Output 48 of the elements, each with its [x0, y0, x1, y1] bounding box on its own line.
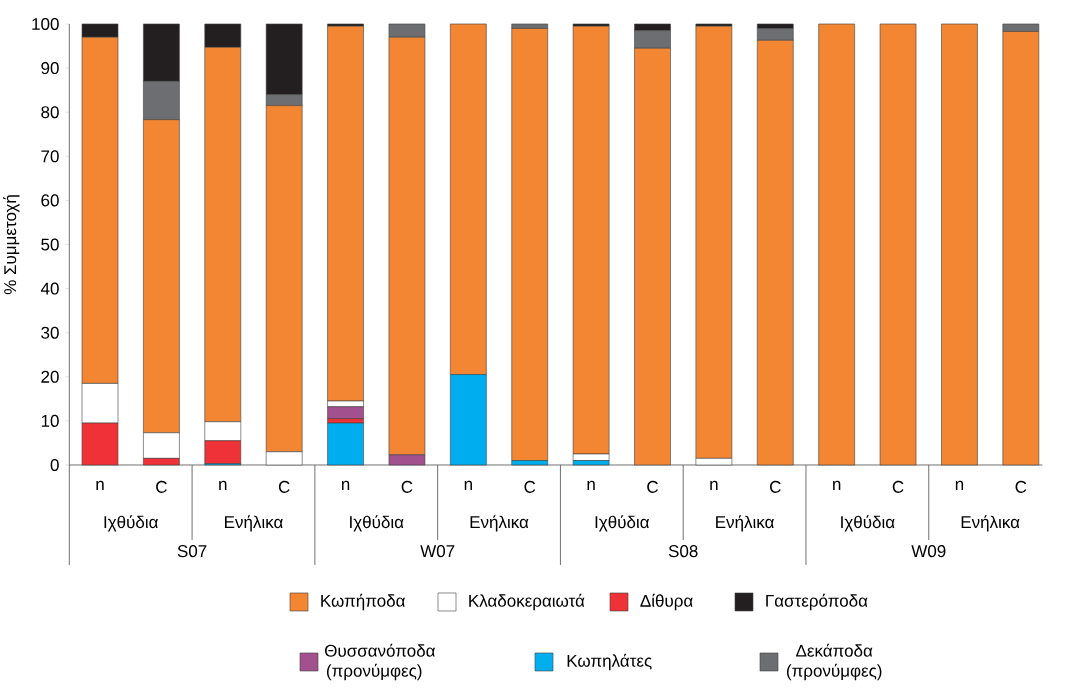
x-tick-label: n — [464, 480, 472, 490]
x-tick-label: n — [710, 480, 718, 490]
x-tick-label: n — [833, 480, 841, 490]
text: W07 — [420, 545, 455, 558]
y-tick-label: 30 — [41, 326, 59, 339]
text: Ενήλικα — [716, 515, 774, 532]
x-tick-label: C — [524, 480, 536, 493]
legend-label: Γαστερόποδα — [766, 593, 868, 611]
x-tick-label: n — [955, 480, 964, 490]
legend-label: Κωπήποδα — [321, 593, 405, 611]
text: S07 — [177, 545, 207, 558]
y-tick-label: 10 — [41, 414, 59, 427]
y-tick-label: 90 — [41, 62, 59, 75]
x-tick-label: C — [1015, 480, 1027, 493]
x-tick-label: C — [401, 480, 413, 493]
y-tick-label: 0 — [50, 458, 59, 472]
text: Ιχθύδια — [841, 515, 895, 532]
legend-label: Κλαδοκεραιωτά — [469, 593, 585, 611]
x-tick-label: n — [219, 480, 227, 490]
x-tick-label: n — [96, 480, 104, 490]
x-tick-label: n — [587, 480, 595, 490]
x-tick-label: C — [156, 480, 167, 493]
y-tick-label: 40 — [40, 282, 59, 295]
x-tick-label: C — [770, 480, 781, 493]
text: S08 — [668, 545, 698, 558]
text: Ενήλικα — [225, 515, 283, 532]
legend-label: Κωπηλάτες — [567, 653, 652, 671]
text: Ιχθύδια — [595, 515, 650, 532]
x-tick-label: C — [647, 480, 658, 493]
legend-label: Θυσσανόποδα (προνύμφες) — [325, 643, 436, 681]
y-tick-label: 50 — [41, 238, 59, 251]
y-tick-label: 80 — [41, 106, 59, 119]
text: W09 — [911, 545, 946, 558]
x-tick-label: C — [892, 480, 904, 493]
text: Ιχθύδια — [350, 515, 404, 532]
text: Ιχθύδια — [104, 515, 158, 532]
x-tick-label: n — [341, 480, 350, 490]
legend-label: Δίθυρα — [640, 593, 693, 611]
legend-label: Δεκάποδα (προνύμφες) — [786, 643, 882, 681]
y-tick-label: 100 — [32, 17, 59, 31]
y-axis-title: % Συμμετοχή — [3, 195, 20, 295]
y-tick-label: 70 — [41, 150, 59, 163]
x-tick-label: C — [278, 480, 290, 493]
text: Ενήλικα — [961, 515, 1020, 532]
y-tick-label: 20 — [41, 370, 59, 383]
text: Ενήλικα — [470, 515, 529, 532]
y-tick-label: 60 — [41, 194, 59, 207]
bar — [327, 25, 364, 402]
